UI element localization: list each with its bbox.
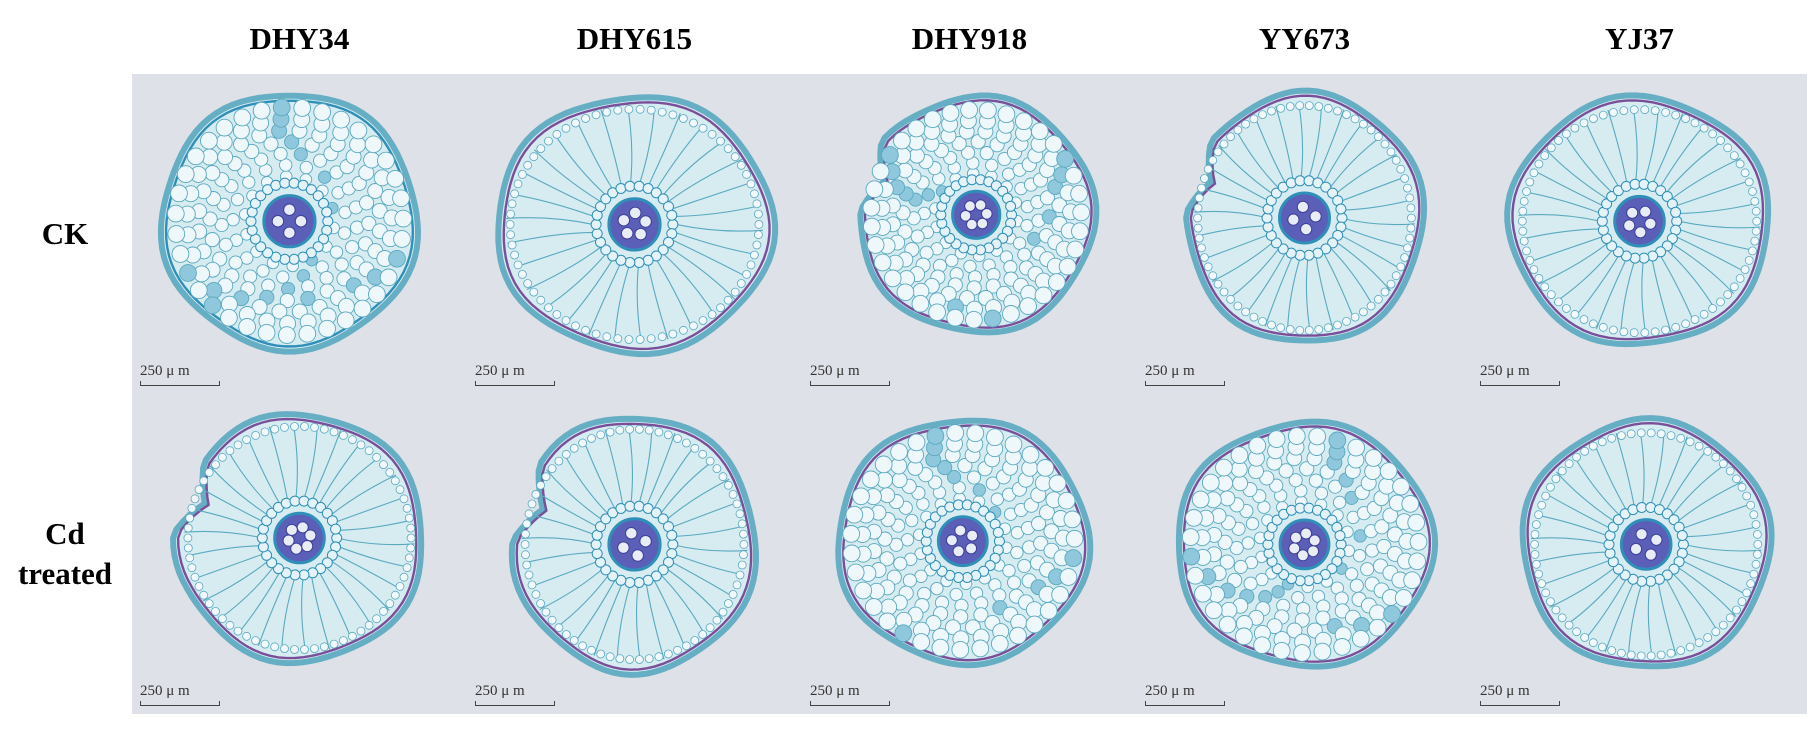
- root-cross-section-image: [1183, 87, 1428, 344]
- micrograph-yy673-ck: 250 μ m: [1137, 74, 1472, 394]
- scale-bar-label: 250 μ m: [475, 683, 525, 699]
- scale-bar-line: [810, 701, 890, 706]
- scale-bar-label: 250 μ m: [475, 363, 525, 379]
- scale-bar-line: [1480, 381, 1560, 386]
- root-cross-section-image: [508, 415, 760, 678]
- micrograph-grid: 250 μ m 250 μ m 250 μ m 250 μ m 250 μ m 250 μ…: [132, 74, 1807, 714]
- scale-bar-line: [475, 381, 555, 386]
- root-cross-section-image: [857, 92, 1100, 336]
- root-cross-section-image: [1175, 418, 1439, 670]
- scale-bar: 250 μ m: [810, 363, 890, 386]
- micrograph-dhy918-ck: 250 μ m: [802, 74, 1137, 394]
- root-cross-section-image: [1519, 415, 1775, 670]
- column-label-yy673: YY673: [1258, 21, 1351, 56]
- scale-bar-label: 250 μ m: [1480, 363, 1530, 379]
- micrograph-yj37-cd-treated: 250 μ m: [1472, 394, 1807, 714]
- micrograph-dhy615-ck: 250 μ m: [467, 74, 802, 394]
- column-label-dhy34: DHY34: [249, 21, 350, 56]
- root-cross-section-image: [835, 417, 1094, 669]
- scale-bar-line: [1480, 701, 1560, 706]
- scale-bar-line: [1145, 381, 1225, 386]
- micrograph-yj37-ck: 250 μ m: [1472, 74, 1807, 394]
- micrograph-yy673-cd-treated: 250 μ m: [1137, 394, 1472, 714]
- scale-bar-label: 250 μ m: [810, 363, 860, 379]
- column-label-dhy615: DHY615: [576, 21, 693, 56]
- micrograph-dhy34-ck: 250 μ m: [132, 74, 467, 394]
- scale-bar-label: 250 μ m: [1145, 683, 1195, 699]
- scale-bar: 250 μ m: [140, 363, 220, 386]
- root-cross-section-image: [495, 94, 779, 358]
- scale-bar: 250 μ m: [475, 363, 555, 386]
- scale-bar: 250 μ m: [1145, 683, 1225, 706]
- scale-bar-label: 250 μ m: [810, 683, 860, 699]
- micrograph-dhy615-cd-treated: 250 μ m: [467, 394, 802, 714]
- scale-bar-label: 250 μ m: [1145, 363, 1195, 379]
- scale-bar: 250 μ m: [140, 683, 220, 706]
- scale-bar-line: [475, 701, 555, 706]
- scale-bar: 250 μ m: [810, 683, 890, 706]
- column-label-yj37: YJ37: [1605, 21, 1674, 56]
- row-label-ck: CK: [0, 214, 130, 254]
- row-label-cd-line1: Cd: [45, 516, 85, 551]
- scale-bar-line: [140, 381, 220, 386]
- scale-bar: 250 μ m: [1480, 363, 1560, 386]
- row-label-cd-treated: Cd treated: [0, 514, 130, 594]
- scale-bar-line: [810, 381, 890, 386]
- scale-bar-label: 250 μ m: [140, 683, 190, 699]
- row-label-cd-line2: treated: [17, 556, 113, 591]
- root-cross-section-image: [157, 92, 422, 355]
- row-label-ck-line1: CK: [41, 216, 89, 251]
- root-cross-section-image: [1504, 92, 1772, 348]
- root-cross-section-image: [170, 411, 425, 667]
- column-label-dhy918: DHY918: [911, 21, 1028, 56]
- scale-bar: 250 μ m: [475, 683, 555, 706]
- micrograph-dhy34-cd-treated: 250 μ m: [132, 394, 467, 714]
- scale-bar-line: [140, 701, 220, 706]
- micrograph-dhy918-cd-treated: 250 μ m: [802, 394, 1137, 714]
- scale-bar-label: 250 μ m: [1480, 683, 1530, 699]
- scale-bar: 250 μ m: [1480, 683, 1560, 706]
- scale-bar-label: 250 μ m: [140, 363, 190, 379]
- scale-bar: 250 μ m: [1145, 363, 1225, 386]
- scale-bar-line: [1145, 701, 1225, 706]
